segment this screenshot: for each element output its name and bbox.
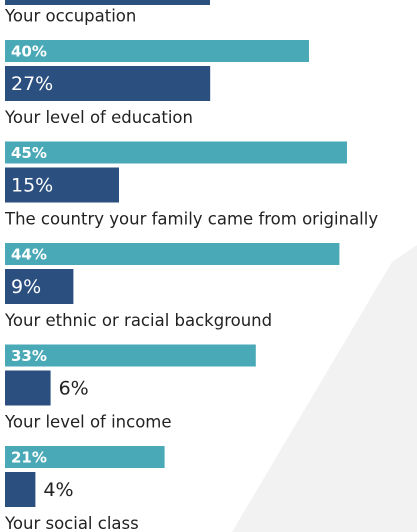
bar: [5, 40, 309, 62]
bar: [5, 269, 74, 304]
category-label: Your ethnic or racial background: [4, 311, 272, 330]
bar: [5, 446, 165, 468]
value-label: 6%: [59, 378, 89, 400]
value-label: 15%: [11, 175, 53, 197]
category-label: Your level of education: [4, 108, 193, 127]
bar: [5, 141, 347, 164]
bar: [5, 66, 211, 101]
bar: [5, 344, 256, 367]
category-label: Your level of income: [4, 413, 172, 432]
bar: [5, 472, 36, 507]
value-label: 21%: [11, 449, 47, 467]
value-label: 9%: [11, 276, 41, 298]
background-shape: [232, 245, 417, 532]
value-label: 27%: [11, 73, 53, 95]
cut-off-bar: [5, 0, 210, 5]
bar: [5, 167, 119, 203]
category-label: Your occupation: [4, 7, 136, 26]
category-label: The country your family came from origin…: [4, 210, 378, 229]
category-label: Your social class: [4, 514, 139, 532]
value-label: 44%: [11, 246, 47, 264]
bar: [5, 370, 51, 406]
value-label: 33%: [11, 347, 47, 365]
bar: [5, 243, 340, 265]
value-label: 45%: [11, 144, 47, 162]
value-label: 4%: [43, 479, 73, 501]
value-label: 40%: [11, 43, 47, 61]
